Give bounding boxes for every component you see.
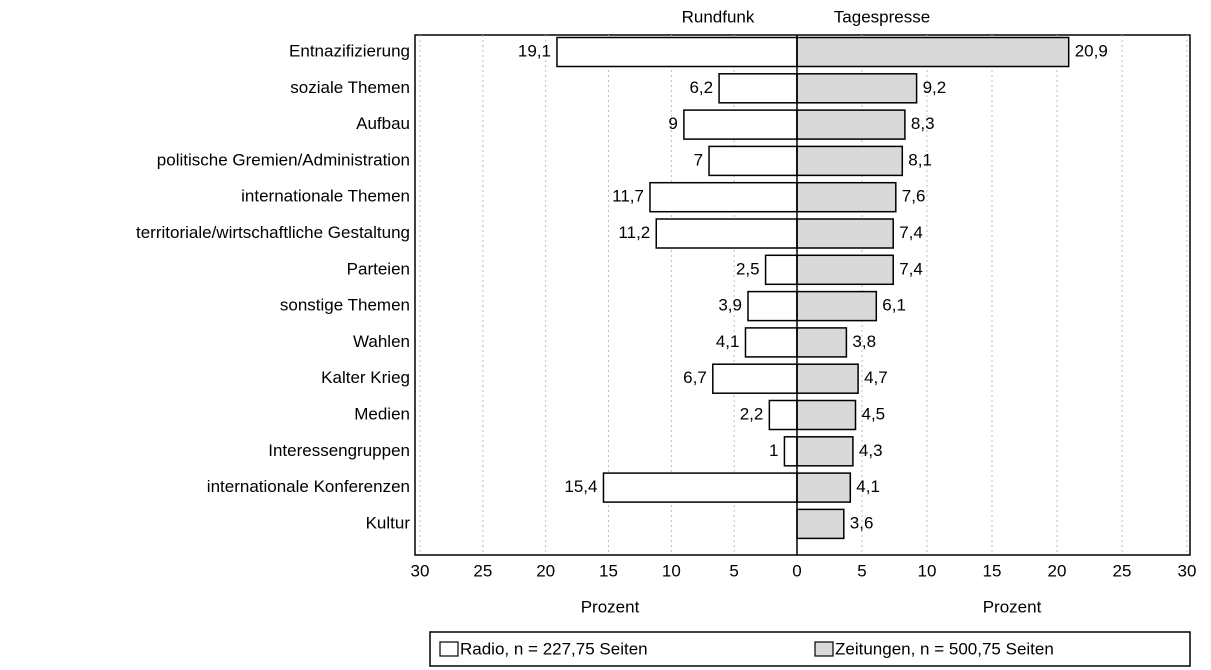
- legend-swatch: [439, 641, 459, 657]
- bar: [796, 254, 894, 286]
- category-label: Parteien: [347, 259, 410, 278]
- x-tick-label: 25: [473, 561, 492, 580]
- value-label: 4,3: [859, 441, 883, 460]
- value-label: 4,1: [856, 477, 880, 496]
- bar: [655, 218, 798, 249]
- category-label: Kultur: [366, 513, 411, 532]
- bar: [796, 73, 918, 104]
- bar: [764, 254, 798, 286]
- bar: [602, 472, 798, 503]
- bar: [708, 145, 798, 177]
- category-label: soziale Themen: [290, 78, 410, 97]
- value-label: 6,2: [689, 78, 713, 97]
- chart-title: Tagespresse: [834, 7, 930, 26]
- bar: [796, 327, 848, 358]
- chart-title: Rundfunk: [682, 7, 755, 26]
- category-label: internationale Themen: [241, 187, 410, 206]
- bar: [796, 181, 897, 213]
- bar: [796, 218, 894, 249]
- legend-label: Radio, n = 227,75 Seiten: [460, 639, 648, 658]
- x-tick-label: 15: [983, 561, 1002, 580]
- value-label: 4,1: [716, 332, 740, 351]
- value-label: 9,2: [923, 78, 947, 97]
- value-label: 15,4: [564, 477, 597, 496]
- x-tick-label: 10: [918, 561, 937, 580]
- category-label: Aufbau: [356, 114, 410, 133]
- x-tick-label: 20: [536, 561, 555, 580]
- bar: [796, 363, 859, 394]
- value-label: 7: [694, 150, 703, 169]
- category-label: sonstige Themen: [280, 296, 410, 315]
- x-tick-label: 30: [1178, 561, 1197, 580]
- bar: [768, 399, 798, 431]
- category-label: Kalter Krieg: [321, 368, 410, 387]
- category-label: Entnazifizierung: [289, 41, 410, 60]
- category-label: internationale Konferenzen: [207, 477, 410, 496]
- x-axis-label: Prozent: [983, 597, 1042, 616]
- category-label: Medien: [354, 404, 410, 423]
- legend-swatch: [814, 641, 834, 657]
- x-tick-label: 20: [1048, 561, 1067, 580]
- value-label: 8,3: [911, 114, 935, 133]
- value-label: 20,9: [1075, 41, 1108, 60]
- value-label: 7,6: [902, 187, 926, 206]
- value-label: 1: [769, 441, 778, 460]
- bar: [747, 290, 798, 322]
- category-label: Wahlen: [353, 332, 410, 351]
- legend-frame: [429, 631, 1191, 667]
- value-label: 8,1: [908, 150, 932, 169]
- category-label: territoriale/wirtschaftliche Gestaltung: [136, 223, 410, 242]
- value-label: 11,7: [612, 187, 644, 206]
- x-tick-label: 5: [857, 561, 866, 580]
- bar: [649, 181, 798, 213]
- value-label: 4,5: [862, 404, 886, 423]
- value-label: 4,7: [864, 368, 888, 387]
- value-label: 2,2: [740, 404, 764, 423]
- legend-label: Zeitungen, n = 500,75 Seiten: [835, 639, 1054, 658]
- bar: [796, 436, 854, 467]
- x-tick-label: 10: [662, 561, 681, 580]
- bar: [718, 73, 798, 104]
- x-tick-label: 5: [729, 561, 738, 580]
- x-tick-label: 25: [1113, 561, 1132, 580]
- category-label: Interessengruppen: [268, 441, 410, 460]
- x-tick-label: 0: [792, 561, 801, 580]
- bar: [796, 145, 904, 177]
- value-label: 6,7: [683, 368, 707, 387]
- x-tick-label: 15: [599, 561, 618, 580]
- bar: [796, 109, 906, 140]
- bar: [683, 109, 798, 140]
- bar: [796, 36, 1070, 68]
- bar: [712, 363, 798, 394]
- bar: [796, 290, 878, 322]
- bar: [744, 327, 798, 358]
- value-label: 6,1: [882, 296, 906, 315]
- bar: [796, 508, 845, 540]
- x-axis-label: Prozent: [581, 597, 640, 616]
- category-label: politische Gremien/Administration: [157, 150, 410, 169]
- value-label: 3,6: [850, 513, 874, 532]
- value-label: 11,2: [618, 223, 650, 242]
- bar: [556, 36, 798, 68]
- value-label: 19,1: [518, 41, 551, 60]
- x-tick-label: 30: [411, 561, 430, 580]
- plot-frame: [414, 34, 1191, 556]
- bar: [796, 472, 852, 503]
- value-label: 7,4: [899, 259, 923, 278]
- bar: [796, 399, 857, 431]
- value-label: 7,4: [899, 223, 923, 242]
- bar: [783, 436, 798, 467]
- value-label: 3,9: [718, 296, 742, 315]
- value-label: 2,5: [736, 259, 760, 278]
- value-label: 9: [668, 114, 677, 133]
- value-label: 3,8: [852, 332, 876, 351]
